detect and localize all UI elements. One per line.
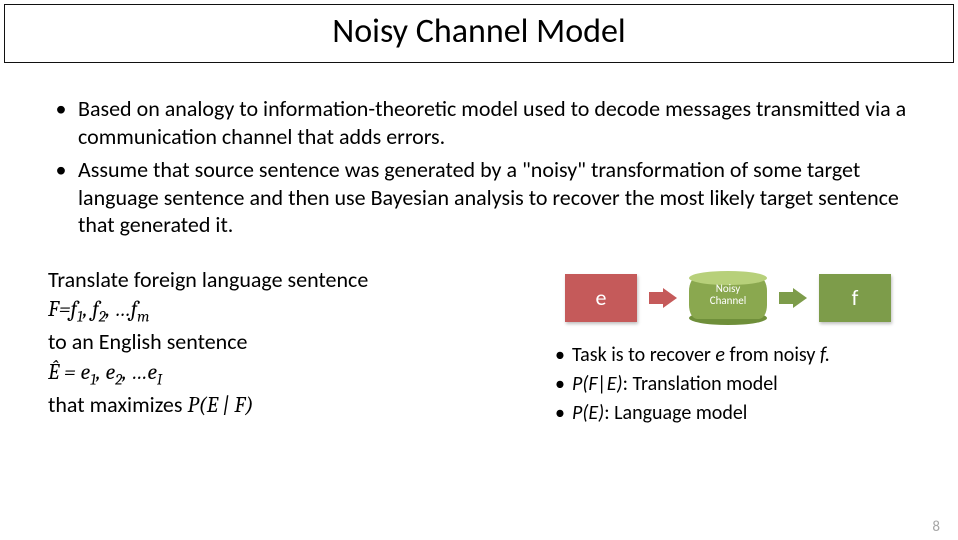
- rb2-a: P(F|E): [572, 372, 623, 396]
- right-bullet-3: • P(E): Language model: [548, 399, 928, 428]
- rb2-b: : Translation model: [623, 372, 778, 396]
- F-eq: F=f: [48, 296, 77, 322]
- translate-line-1: Translate foreign language sentence: [48, 265, 528, 295]
- f-sub-2: 2: [99, 308, 106, 326]
- translate-line-5: that maximizes P(E | F): [48, 390, 528, 421]
- translate-line-4: Ê = e1, e2, …eI: [48, 357, 528, 390]
- rb1-f: f.: [820, 343, 830, 367]
- arrow-1-stem: [649, 292, 663, 304]
- rb3-b: : Language model: [604, 401, 747, 425]
- right-bullets: • Task is to recover e from noisy f. • P…: [548, 341, 928, 428]
- bullet-dot: •: [548, 399, 572, 428]
- bullet-dot: •: [44, 95, 78, 150]
- arrow-1-head: [663, 288, 677, 308]
- f-box: f: [819, 274, 891, 322]
- slide-title: Noisy Channel Model: [5, 11, 953, 52]
- right-bullet-1-text: Task is to recover e from noisy f.: [572, 341, 830, 370]
- translate-line-2: F=f1, f2, …fm: [48, 294, 528, 327]
- noisy-channel-diagram: e Noisy Channel f: [528, 271, 928, 325]
- bullet-1-text: Based on analogy to information-theoreti…: [78, 95, 914, 150]
- E-hat: Ê = e: [48, 359, 90, 385]
- bullet-dot: •: [548, 370, 572, 399]
- maximizes-text: that maximizes: [48, 391, 187, 418]
- rb1-b: from noisy: [725, 343, 820, 367]
- lower-columns: Translate foreign language sentence F=f1…: [0, 265, 958, 428]
- cyl-label-2: Channel: [710, 294, 746, 307]
- arrow-2: [779, 288, 807, 308]
- right-bullet-2-text: P(F|E): Translation model: [572, 370, 778, 399]
- bullet-1: • Based on analogy to information-theore…: [44, 95, 914, 150]
- page-number: 8: [932, 518, 940, 536]
- rb3-a: P(E): [572, 401, 604, 425]
- rb1-a: Task is to recover: [572, 343, 715, 367]
- right-bullet-1: • Task is to recover e from noisy f.: [548, 341, 928, 370]
- arrow-2-stem: [779, 292, 793, 304]
- translate-line-3: to an English sentence: [48, 327, 528, 357]
- bullet-dot: •: [548, 341, 572, 370]
- P-E-given-F: P(E | F): [187, 392, 253, 418]
- cyl-label: Noisy Channel: [689, 283, 767, 308]
- e-comma-1: , e: [96, 359, 115, 385]
- right-bullet-2: • P(F|E): Translation model: [548, 370, 928, 399]
- f-box-label: f: [852, 284, 859, 311]
- noisy-channel-cylinder: Noisy Channel: [689, 271, 767, 325]
- title-box: Noisy Channel Model: [4, 4, 954, 63]
- f-comma-2: , …f: [106, 296, 137, 322]
- f-comma-1: , f: [83, 296, 99, 322]
- arrow-1: [649, 288, 677, 308]
- right-bullet-3-text: P(E): Language model: [572, 399, 747, 428]
- rb1-e: e: [715, 343, 725, 367]
- bullet-dot: •: [44, 156, 78, 239]
- e-box: e: [565, 274, 637, 322]
- left-column: Translate foreign language sentence F=f1…: [0, 265, 528, 428]
- arrow-2-head: [793, 288, 807, 308]
- bullet-2: • Assume that source sentence was genera…: [44, 156, 914, 239]
- bullet-2-text: Assume that source sentence was generate…: [78, 156, 914, 239]
- main-bullets: • Based on analogy to information-theore…: [44, 95, 914, 239]
- e-sub-I: I: [157, 370, 162, 388]
- e-box-label: e: [596, 284, 607, 311]
- e-comma-2: , …e: [122, 359, 157, 385]
- right-column: e Noisy Channel f: [528, 265, 958, 428]
- cyl-label-1: Noisy: [716, 282, 741, 295]
- f-sub-m: m: [137, 308, 149, 326]
